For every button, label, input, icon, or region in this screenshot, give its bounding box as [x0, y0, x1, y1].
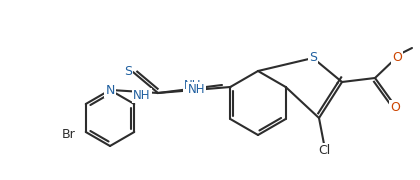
Text: S: S — [124, 64, 132, 78]
Text: S: S — [309, 51, 317, 64]
Text: N: N — [105, 84, 115, 96]
Text: Cl: Cl — [318, 143, 330, 156]
Text: NH: NH — [133, 89, 151, 102]
Text: O: O — [390, 100, 400, 114]
Text: O: O — [392, 51, 402, 64]
Text: NH: NH — [184, 78, 202, 91]
Text: Br: Br — [62, 127, 76, 141]
Text: NH: NH — [187, 82, 205, 96]
